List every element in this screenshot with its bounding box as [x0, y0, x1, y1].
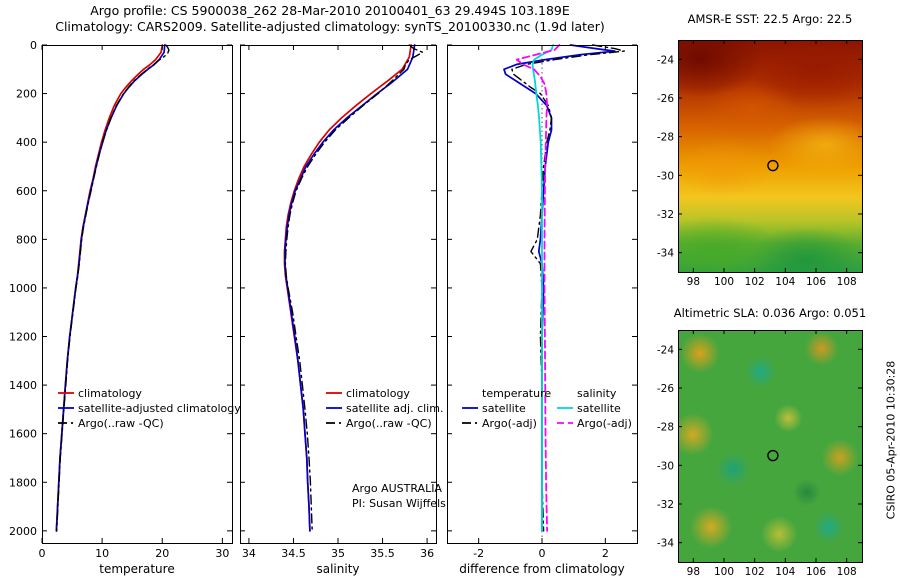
- series-salinity-satellite: [531, 44, 554, 532]
- legend-label: Argo(-adj): [482, 417, 537, 430]
- map-y-tick-label: -26: [657, 383, 674, 395]
- map-y-tick-label: -34: [657, 538, 674, 550]
- axis-box: [447, 45, 638, 544]
- map-x-tick-label: 108: [837, 276, 857, 288]
- y-tick-label: 400: [16, 136, 37, 149]
- series-climatology: [283, 44, 412, 532]
- map-x-tick-label: 102: [745, 276, 765, 288]
- map-y-tick-label: -30: [657, 460, 674, 472]
- series-climatology: [55, 44, 164, 532]
- map-y-tick-label: -32: [657, 499, 674, 511]
- x-tick-label: -2: [473, 547, 484, 560]
- map-x-tick-label: 108: [837, 566, 857, 578]
- panel-difference-from-climatology: -2 0 2 difference from climatology temperatu…: [447, 44, 638, 576]
- legend: climatology satellite-adjusted climatolog…: [58, 387, 241, 430]
- x-tick-label: 30: [215, 547, 229, 560]
- x-axis-label: temperature: [99, 562, 174, 576]
- legend-label: satellite-adjusted climatology: [78, 402, 241, 415]
- x-tick-label: 0: [539, 547, 546, 560]
- map-x-tick-label: 104: [775, 566, 795, 578]
- x-tick-label: 20: [155, 547, 169, 560]
- annotation-text: PI: Susan Wijffels: [352, 497, 446, 510]
- map-y-tick-label: -34: [657, 248, 674, 260]
- legend-label: satellite: [482, 402, 526, 415]
- sla-map-image: [678, 330, 862, 562]
- x-ticks: 0 10 20 30: [39, 45, 229, 560]
- map-x-tick-label: 100: [714, 566, 734, 578]
- y-tick-label: 1400: [9, 379, 37, 392]
- x-axis-label: salinity: [316, 562, 359, 576]
- map-x-tick-label: 98: [687, 276, 700, 288]
- legend-header: salinity: [577, 387, 617, 400]
- figure-titles: Argo profile: CS 5900038_262 28-Mar-2010…: [0, 3, 660, 35]
- map-x-tick-label: 106: [806, 276, 826, 288]
- legend-label: satellite: [577, 402, 621, 415]
- x-tick-label: 0: [39, 547, 46, 560]
- x-tick-label: 34: [242, 547, 256, 560]
- legend-label: Argo(..raw -QC): [346, 417, 432, 430]
- y-tick-label: 1200: [9, 331, 37, 344]
- x-tick-label: 35.5: [370, 547, 395, 560]
- figure-title-line1: Argo profile: CS 5900038_262 28-Mar-2010…: [90, 3, 570, 18]
- legend-header: temperature: [482, 387, 551, 400]
- x-tick-label: 2: [602, 547, 609, 560]
- y-tick-label: 1000: [9, 282, 37, 295]
- x-tick-label: 34.5: [281, 547, 306, 560]
- legend-label: Argo(..raw -QC): [78, 417, 164, 430]
- map-x-tick-label: 98: [687, 566, 700, 578]
- legend-label: climatology: [346, 387, 410, 400]
- map-y-tick-label: -32: [657, 209, 674, 221]
- x-tick-label: 36: [420, 547, 434, 560]
- x-ticks: 34 34.5 35 35.5 36: [242, 45, 434, 560]
- map-y-tick-label: -24: [657, 54, 674, 66]
- map-y-tick-label: -26: [657, 93, 674, 105]
- legend-label: satellite adj. clim.: [346, 402, 443, 415]
- series-temperature-satellite: [503, 44, 616, 532]
- y-ticks: [447, 44, 637, 532]
- map-x-tick-label: 100: [714, 276, 734, 288]
- map-x-tick-label: 106: [806, 566, 826, 578]
- y-tick-label: 2000: [9, 525, 37, 538]
- figure-title-line2: Climatology: CARS2009. Satellite-adjuste…: [55, 19, 605, 34]
- legend-label: climatology: [78, 387, 142, 400]
- x-tick-label: 10: [95, 547, 109, 560]
- csiro-watermark: CSIRO 05-Apr-2010 10:30:28: [884, 360, 898, 520]
- x-tick-label: 35: [331, 547, 345, 560]
- legend-label: Argo(-adj): [577, 417, 632, 430]
- y-tick-label: 200: [16, 88, 37, 101]
- panel-temperature-profile: 0 10 20 30 0 200 400 600 800 1000 1200 1400 1600 1800…: [9, 39, 241, 576]
- map-y-tick-label: -24: [657, 344, 674, 356]
- series-salinity-argo-adj: [515, 44, 561, 532]
- sst-map-title: AMSR-E SST: 22.5 Argo: 22.5: [687, 12, 853, 26]
- y-tick-label: 1600: [9, 428, 37, 441]
- sst-map-image: [678, 40, 862, 272]
- y-tick-label: 800: [16, 233, 37, 246]
- axis-box: [240, 45, 437, 544]
- map-x-tick-label: 104: [775, 276, 795, 288]
- legend: temperature satellite Argo(-adj) salinity sa…: [462, 387, 632, 430]
- sla-map-title: Altimetric SLA: 0.036 Argo: 0.051: [673, 306, 867, 320]
- y-ticks: 0 200 400 600 800 1000 1200 1400 1600 1800 2000: [9, 39, 232, 538]
- x-ticks: -2 0 2: [473, 45, 609, 560]
- map-x-tick-label: 102: [745, 566, 765, 578]
- y-tick-label: 600: [16, 185, 37, 198]
- map-y-tick-label: -28: [657, 422, 674, 434]
- series-temperature-argo-adj: [511, 44, 625, 532]
- x-axis-label: difference from climatology: [459, 562, 625, 576]
- axis-box: [42, 45, 233, 544]
- legend: climatology satellite adj. clim. Argo(..ra…: [326, 387, 443, 430]
- series-satellite-adjusted-climatology: [55, 44, 166, 532]
- map-y-tick-label: -30: [657, 170, 674, 182]
- y-tick-label: 1800: [9, 476, 37, 489]
- y-tick-label: 0: [30, 39, 37, 52]
- series-argo-raw-qc: [284, 44, 424, 532]
- annotation-text: Argo AUSTRALIA: [352, 482, 442, 495]
- series-argo-raw-qc: [56, 44, 170, 532]
- map-y-tick-label: -28: [657, 132, 674, 144]
- series-satellite-adj-clim: [284, 44, 416, 532]
- panel-salinity-profile: 34 34.5 35 35.5 36 salinity climatology satelli…: [240, 44, 446, 576]
- y-ticks: [240, 44, 436, 532]
